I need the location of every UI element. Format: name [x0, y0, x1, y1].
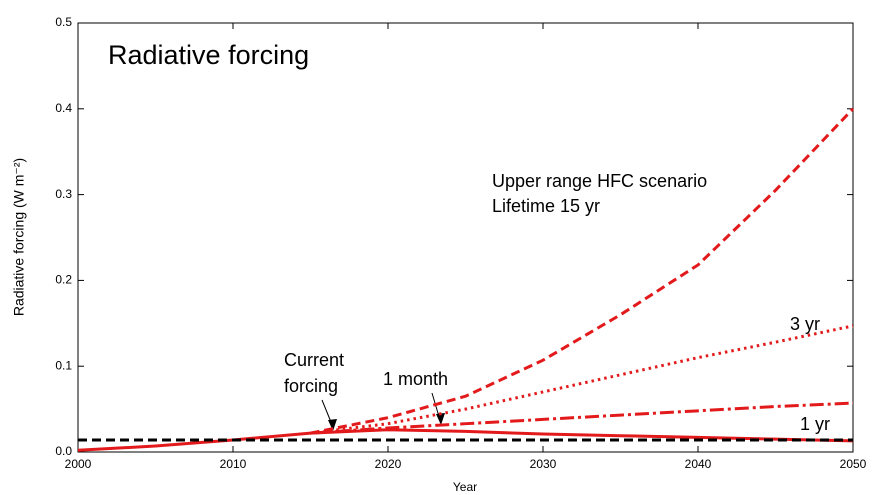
- x-tick-label: 2050: [840, 457, 867, 471]
- x-tick-label: 2040: [685, 457, 712, 471]
- arrow-head: [328, 419, 337, 431]
- x-axis-label: Year: [453, 480, 477, 494]
- chart-title: Radiative forcing: [108, 40, 309, 70]
- series-label: 3 yr: [790, 314, 820, 334]
- y-axis-label: Radiative forcing (W m⁻²): [11, 158, 27, 316]
- x-tick-label: 2010: [220, 457, 247, 471]
- y-tick-label: 0.4: [55, 101, 72, 115]
- annotation: Current: [284, 350, 344, 370]
- x-tick-label: 2030: [530, 457, 557, 471]
- y-tick-label: 0.1: [55, 358, 72, 372]
- series-label: 1 yr: [800, 414, 830, 434]
- series-label: 1 month: [383, 369, 448, 389]
- series-line: [310, 401, 854, 435]
- x-tick-label: 2020: [375, 457, 402, 471]
- arrow-head: [436, 413, 445, 425]
- annotation: Upper range HFC scenario: [492, 171, 707, 191]
- y-tick-label: 0.3: [55, 187, 72, 201]
- annotation: forcing: [284, 376, 338, 396]
- series-label: Lifetime 15 yr: [492, 196, 600, 216]
- series-line: [77, 428, 854, 452]
- series-line: [310, 107, 855, 435]
- series-line: [310, 324, 854, 435]
- x-tick-label: 2000: [65, 457, 92, 471]
- plot-frame: [77, 22, 854, 453]
- y-tick-label: 0.0: [55, 444, 72, 458]
- y-tick-label: 0.5: [55, 15, 72, 29]
- y-tick-label: 0.2: [55, 273, 72, 287]
